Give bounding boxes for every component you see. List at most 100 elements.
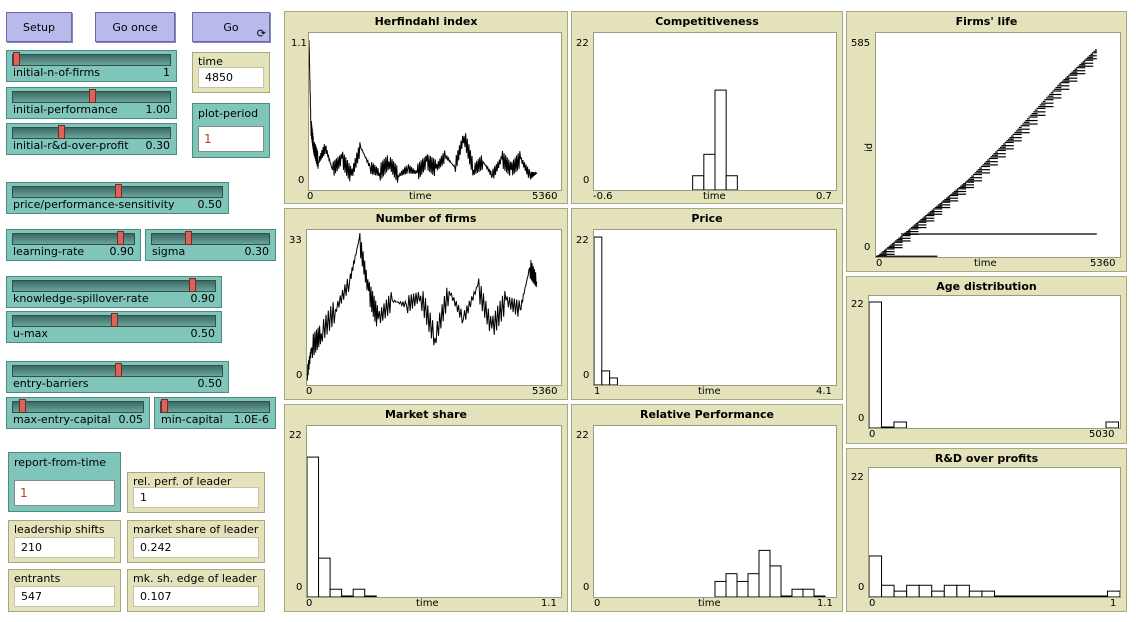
input-plot-period[interactable]: plot-period 1	[192, 103, 270, 158]
x-max-label: 5360	[1090, 258, 1116, 269]
slider-track[interactable]	[12, 401, 144, 413]
slider-label: entry-barriers	[13, 377, 89, 390]
x-min-label: 0	[307, 191, 314, 202]
plot-price: Price 22 0 1 time 4.1	[571, 208, 843, 400]
monitor-time: time 4850	[192, 52, 270, 93]
slider-sigma[interactable]: sigma 0.30	[145, 229, 276, 261]
x-max-label: 5360	[532, 191, 558, 202]
slider-knob[interactable]	[114, 363, 122, 377]
plot-rd-over-profits: R&D over profits 22 0 0 1	[846, 448, 1127, 612]
y-max-label: 1.1	[291, 38, 307, 49]
slider-price-performance-sensitivity[interactable]: price/performance-sensitivity 0.50	[6, 182, 229, 214]
monitor-label: leadership shifts	[14, 523, 105, 536]
slider-initial-rd-over-profit[interactable]: initial-r&d-over-profit 0.30	[6, 123, 177, 155]
monitor-value: 4850	[198, 67, 264, 88]
histogram-bar	[1031, 595, 1046, 597]
y-max-label: 22	[851, 299, 864, 310]
slider-track[interactable]	[151, 233, 270, 245]
histogram-bar	[1044, 595, 1058, 597]
slider-label: learning-rate	[13, 245, 85, 258]
y-min-label: 0	[583, 175, 590, 186]
monitor-value: 547	[14, 586, 115, 607]
slider-knob[interactable]	[88, 89, 96, 103]
y-min-label: 0	[858, 582, 865, 593]
plot-area	[306, 425, 562, 598]
histogram-bar	[736, 580, 749, 597]
x-max-label: 0.7	[816, 191, 832, 202]
histogram-bar	[318, 557, 331, 597]
plot-relative-performance: Relative Performance 22 0 0 time 1.1	[571, 404, 843, 612]
y-max-label: 22	[576, 430, 589, 441]
input-label: report-from-time	[14, 456, 106, 469]
slider-knob[interactable]	[19, 399, 27, 413]
histogram-bar	[594, 236, 603, 385]
slider-learning-rate[interactable]: learning-rate 0.90	[6, 229, 141, 261]
slider-value: 1.0E-6	[233, 413, 269, 426]
number-of-firms-chart	[307, 233, 538, 381]
x-axis-label: time	[698, 598, 721, 609]
plot-age-distribution: Age distribution 22 0 0 5030	[846, 276, 1127, 444]
slider-knob[interactable]	[13, 52, 20, 66]
monitor-label: entrants	[14, 572, 61, 585]
slider-track[interactable]	[160, 401, 270, 413]
slider-label: max-entry-capital	[13, 413, 111, 426]
slider-knob[interactable]	[111, 313, 118, 327]
slider-track[interactable]	[12, 127, 171, 139]
slider-min-capital[interactable]: min-capital 1.0E-6	[154, 397, 276, 429]
plot-period-field[interactable]: 1	[198, 126, 264, 152]
x-axis-label: time	[703, 191, 726, 202]
setup-button[interactable]: Setup	[6, 12, 72, 42]
slider-initial-performance[interactable]: initial-performance 1.00	[6, 87, 177, 119]
slider-value: 0.30	[244, 245, 270, 258]
go-button[interactable]: Go ⟳	[192, 12, 270, 42]
slider-label: u-max	[13, 327, 48, 340]
slider-knob[interactable]	[185, 231, 193, 245]
slider-initial-n-of-firms[interactable]: initial-n-of-firms 1	[6, 50, 177, 82]
age-distribution-chart	[869, 301, 1120, 428]
slider-track[interactable]	[12, 280, 216, 292]
slider-knob[interactable]	[58, 125, 66, 139]
histogram-bar	[714, 580, 727, 597]
x-max-label: 5030	[1089, 429, 1115, 440]
monitor-value: 1	[133, 487, 259, 508]
histogram-bar	[791, 588, 804, 597]
monitor-mk-sh-edge-leader: mk. sh. edge of leader 0.107	[127, 569, 265, 612]
slider-value: 0.50	[197, 377, 223, 390]
y-max-label: 22	[851, 472, 864, 483]
histogram-bar	[758, 549, 771, 597]
slider-knob[interactable]	[116, 231, 124, 245]
slider-knob[interactable]	[189, 278, 197, 292]
slider-knowledge-spillover-rate[interactable]: knowledge-spillover-rate 0.90	[6, 276, 222, 308]
y-min-label: 0	[296, 370, 303, 381]
plot-area	[593, 32, 837, 191]
histogram-bar	[769, 565, 782, 597]
histogram-bar	[725, 573, 738, 597]
slider-label: initial-performance	[13, 103, 118, 116]
report-from-time-field[interactable]: 1	[14, 480, 115, 506]
slider-knob[interactable]	[161, 399, 168, 413]
go-once-button[interactable]: Go once	[95, 12, 175, 42]
histogram-bar	[880, 426, 895, 428]
input-report-from-time[interactable]: report-from-time 1	[8, 452, 121, 512]
competitiveness-chart	[692, 89, 738, 190]
slider-u-max[interactable]: u-max 0.50	[6, 311, 222, 343]
y-min-label: 0	[583, 582, 590, 593]
histogram-bar	[609, 377, 618, 385]
x-max-label: 5360	[532, 386, 558, 397]
slider-max-entry-capital[interactable]: max-entry-capital 0.05	[6, 397, 150, 429]
slider-knob[interactable]	[114, 184, 122, 198]
histogram-bar	[893, 421, 907, 428]
slider-value: 1.00	[145, 103, 171, 116]
slider-track[interactable]	[12, 54, 171, 66]
histogram-bar	[341, 595, 354, 597]
histogram-bar	[869, 555, 883, 597]
plot-competitiveness: Competitiveness 22 0 -0.6 time 0.7	[571, 11, 843, 204]
slider-value: 0.05	[118, 413, 144, 426]
histogram-bar	[1081, 595, 1096, 597]
x-axis-label: time	[698, 386, 721, 397]
x-min-label: 0	[306, 386, 313, 397]
monitor-label: rel. perf. of leader	[133, 475, 232, 488]
slider-entry-barriers[interactable]: entry-barriers 0.50	[6, 361, 229, 393]
slider-label: knowledge-spillover-rate	[13, 292, 149, 305]
slider-track[interactable]	[12, 233, 135, 245]
